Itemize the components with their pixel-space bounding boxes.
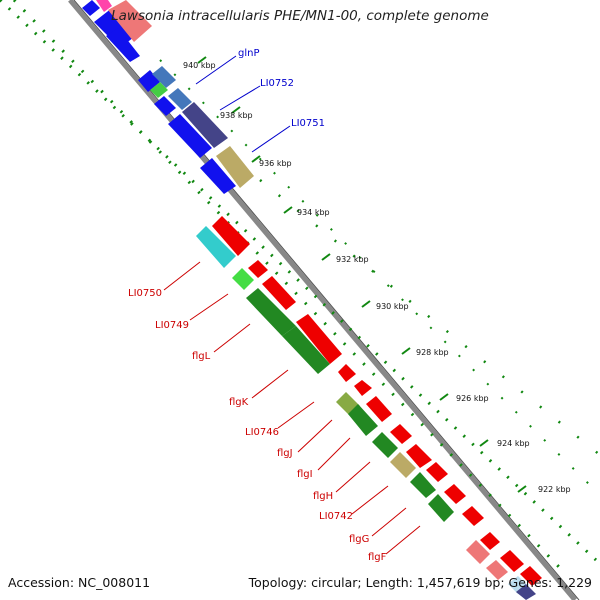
inner-label-leaders: [163, 261, 421, 555]
cds-feature[interactable]: [168, 88, 192, 110]
cds-feature[interactable]: [296, 314, 342, 364]
cds-feature[interactable]: [248, 260, 268, 278]
cds-feature[interactable]: [500, 550, 524, 572]
cds-feature[interactable]: [354, 380, 372, 396]
outer-gene-label: LI0751: [291, 118, 325, 129]
inner-gene-label: LI0749: [155, 320, 189, 331]
accession-text: Accession: NC_008011: [8, 575, 151, 590]
cds-feature[interactable]: [196, 226, 236, 268]
cds-feature[interactable]: [168, 114, 212, 158]
feature-blocks-lower: [196, 216, 542, 600]
cds-feature[interactable]: [246, 288, 296, 336]
cds-feature[interactable]: [390, 424, 412, 444]
cds-feature[interactable]: [406, 444, 432, 468]
inner-gene-label: flgH: [313, 491, 333, 502]
cds-feature[interactable]: [520, 566, 542, 586]
cds-feature[interactable]: [212, 216, 250, 256]
cds-feature[interactable]: [232, 268, 254, 290]
inner-gene-label: flgI: [297, 469, 313, 480]
tick-label: 922 kbp: [538, 485, 571, 494]
cds-feature[interactable]: [428, 494, 454, 522]
inner-gene-label: flgG: [349, 534, 369, 545]
outer-label-leaders: [195, 55, 291, 153]
cds-feature[interactable]: [106, 28, 140, 62]
cds-feature[interactable]: [516, 584, 536, 600]
cds-feature[interactable]: [182, 102, 228, 148]
tick-label: 940 kbp: [183, 61, 216, 70]
gc-track-inner: [12, 0, 562, 570]
tick-label: 924 kbp: [497, 439, 530, 448]
cds-feature[interactable]: [94, 8, 138, 48]
cds-feature[interactable]: [480, 532, 500, 550]
genome-backbone-shadow: [73, 0, 580, 600]
cds-feature[interactable]: [152, 66, 176, 88]
inner-gene-label: LI0750: [128, 288, 162, 299]
gc-track-far: [259, 179, 600, 456]
tick-label: 930 kbp: [376, 302, 409, 311]
cds-feature[interactable]: [216, 146, 254, 188]
tick-label: 934 kbp: [297, 208, 330, 217]
cds-feature[interactable]: [82, 0, 100, 16]
cds-feature[interactable]: [282, 326, 330, 374]
cds-feature[interactable]: [348, 404, 378, 436]
outer-gene-label: LI0752: [260, 78, 294, 89]
cds-feature[interactable]: [372, 432, 398, 458]
tick-label: 926 kbp: [456, 394, 489, 403]
inner-gene-label: flgK: [229, 397, 249, 408]
tick-label: 928 kbp: [416, 348, 449, 357]
gc-track-outer: [0, 0, 598, 562]
cds-feature[interactable]: [466, 540, 490, 564]
cds-feature[interactable]: [444, 484, 466, 504]
cds-feature[interactable]: [410, 472, 436, 498]
cds-feature[interactable]: [96, 0, 112, 12]
cds-feature[interactable]: [154, 96, 176, 116]
inner-gene-label: flgL: [192, 351, 211, 362]
outer-gene-label: glnP: [238, 48, 260, 59]
genome-title: Lawsonia intracellularis PHE/MN1-00, com…: [111, 8, 489, 24]
tick-label: 936 kbp: [259, 159, 292, 168]
cds-feature[interactable]: [390, 452, 416, 478]
cds-feature[interactable]: [366, 396, 392, 422]
cds-feature[interactable]: [486, 560, 508, 580]
inner-gene-label: LI0742: [319, 511, 353, 522]
cds-feature[interactable]: [108, 0, 152, 42]
cds-feature[interactable]: [338, 364, 356, 382]
feature-blocks-upper: [82, 0, 254, 194]
cds-feature[interactable]: [462, 506, 484, 526]
tick-label: 932 kbp: [336, 255, 369, 264]
ruler-ticks: [197, 56, 527, 493]
genome-summary-text: Topology: circular; Length: 1,457,619 bp…: [248, 575, 592, 590]
cds-feature[interactable]: [426, 462, 448, 482]
inner-gene-label: flgF: [368, 552, 387, 563]
cds-feature[interactable]: [150, 82, 168, 98]
genome-backbone: [68, 0, 577, 600]
inner-gene-label: flgJ: [277, 448, 293, 459]
tick-label: 938 kbp: [220, 111, 253, 120]
inner-gene-label: LI0746: [245, 427, 279, 438]
gc-track-mid: [159, 59, 600, 496]
cds-feature[interactable]: [200, 158, 236, 194]
cds-feature[interactable]: [262, 276, 296, 310]
